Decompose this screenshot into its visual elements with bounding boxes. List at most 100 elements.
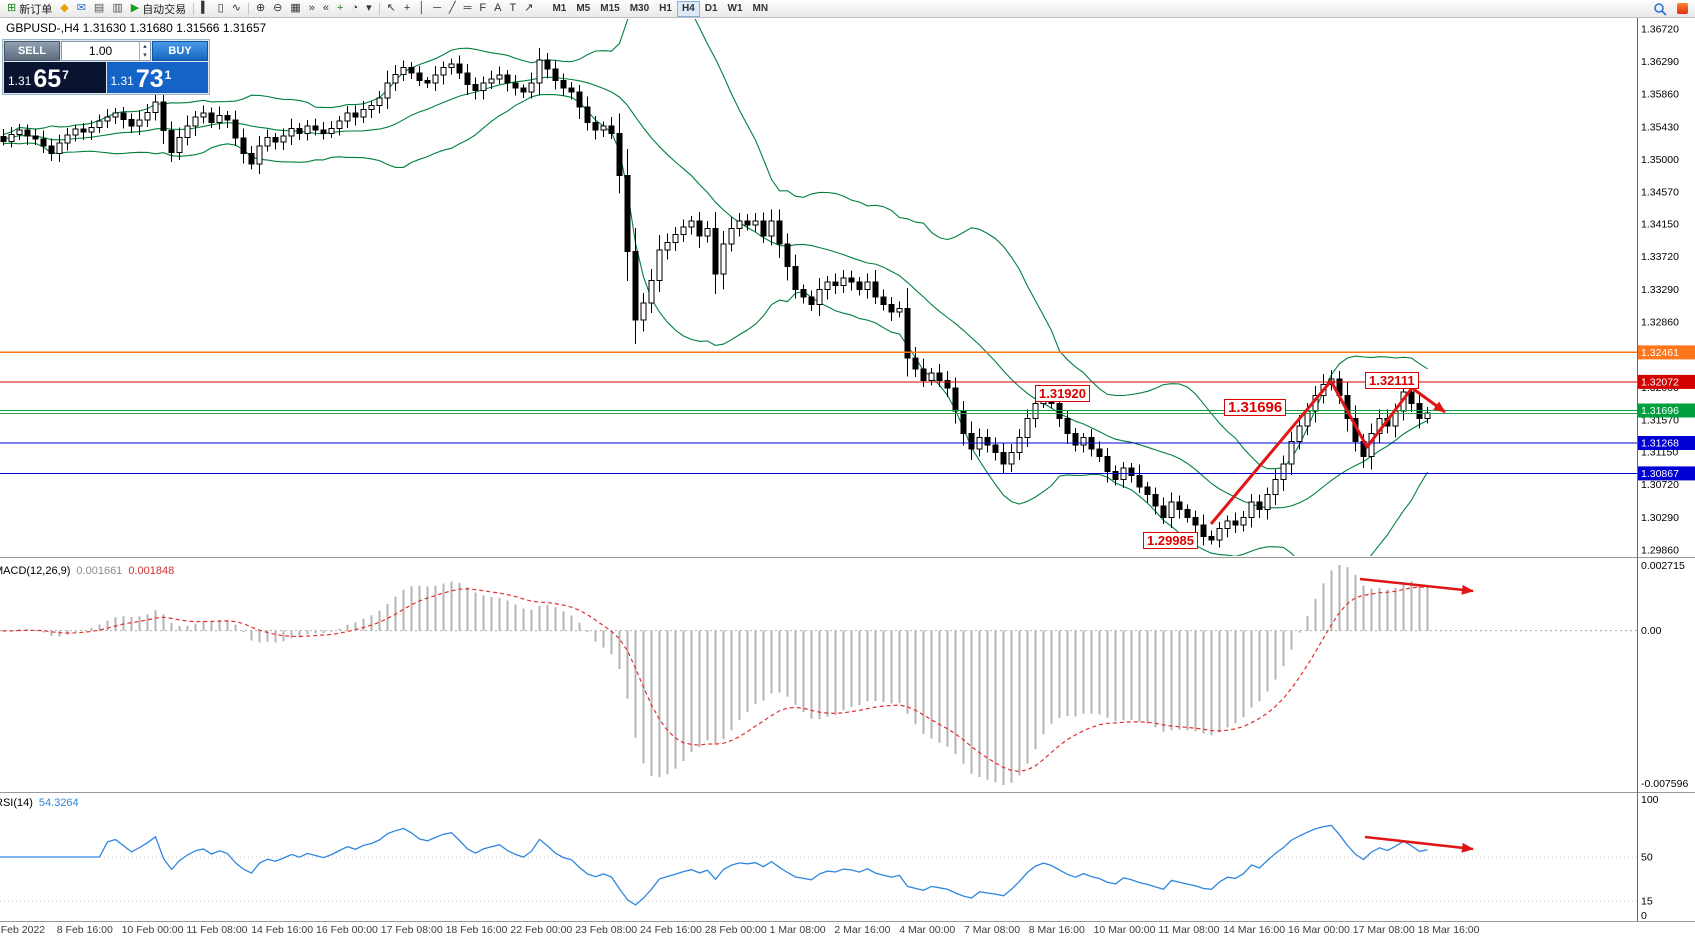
ask-price-display[interactable]: 1.31 73 1: [106, 62, 208, 93]
arrows-icon[interactable]: ↗: [520, 1, 537, 17]
candle-body: [16, 129, 23, 136]
macd-axis-label: 0.002715: [1641, 560, 1685, 572]
bar-chart-icon[interactable]: ▍: [197, 1, 213, 17]
candle-body: [880, 296, 887, 306]
price-axis-label: 1.35000: [1641, 154, 1679, 166]
time-axis-label[interactable]: 14 Mar 16:00: [1223, 924, 1285, 936]
text-icon[interactable]: A: [490, 1, 505, 17]
time-axis-label[interactable]: 11 Feb 08:00: [186, 924, 247, 936]
time-axis-label[interactable]: 28 Feb 00:00: [705, 924, 767, 936]
candle-body: [448, 63, 455, 69]
indicators-icon-glyph: +: [337, 2, 344, 14]
candle-body: [608, 125, 615, 135]
trade-panel-price-row: 1.31 65 7 1.31 73 1: [4, 62, 208, 93]
time-axis-label[interactable]: 11 Mar 08:00: [1158, 924, 1219, 936]
time-axis-label[interactable]: 8 Feb 16:00: [57, 924, 113, 936]
time-axis-label[interactable]: 8 Mar 16:00: [1029, 924, 1085, 936]
notifications-button[interactable]: [1673, 1, 1692, 17]
time-axis-label[interactable]: 16 Feb 00:00: [316, 924, 378, 936]
timeframe-h1[interactable]: H1: [654, 1, 677, 17]
horizontal-line-icon[interactable]: ─: [429, 1, 445, 17]
volume-value[interactable]: 1.00: [88, 44, 113, 58]
time-axis-label[interactable]: 1 Mar 08:00: [770, 924, 826, 936]
time-axis-label[interactable]: 10 Feb 00:00: [122, 924, 184, 936]
timeframe-d1[interactable]: D1: [700, 1, 723, 17]
buy-button[interactable]: BUY: [152, 41, 208, 61]
time-axis-label[interactable]: 18 Mar 16:00: [1418, 924, 1480, 936]
macd-trend-arrow[interactable]: [1359, 577, 1474, 595]
time-axis-label[interactable]: 22 Feb 00:00: [510, 924, 572, 936]
tile-windows-icon[interactable]: ▦: [286, 1, 304, 17]
time-axis-label[interactable]: 7 Mar 08:00: [964, 924, 1020, 936]
zoom-in-icon[interactable]: ⊕: [252, 1, 269, 17]
auto-scroll-icon[interactable]: »: [305, 1, 319, 17]
price-axis-tag-label: 1.31268: [1641, 438, 1679, 450]
candle-body: [1264, 494, 1271, 511]
label-icon[interactable]: T: [505, 1, 520, 17]
notification-icon: [1677, 3, 1688, 14]
bollinger-lower: [3, 93, 1428, 556]
chat-icon[interactable]: ✉: [73, 1, 90, 17]
autotrade-button[interactable]: ▶ 自动交易: [127, 1, 190, 17]
time-axis-label[interactable]: 24 Feb 16:00: [640, 924, 702, 936]
chart-canvas[interactable]: 1.36720 1.36290 1.35860 1.35430 1.35000 1.345…: [0, 18, 1695, 941]
toolbar-left-group: ⊞ 新订单 ◆ ✉ ▤ ▥ ▶ 自动交易 ▍ ▯ ∿ ⊕ ⊖ ▦ » « + ◔ ▾ ↖ + │ ─ ╱ ═ F A T ↗: [3, 1, 537, 17]
time-axis-label[interactable]: 2 Mar 16:00: [834, 924, 890, 936]
timeframe-m1[interactable]: M1: [547, 1, 571, 17]
vertical-line-icon[interactable]: │: [414, 1, 429, 17]
time-axis-label[interactable]: 17 Mar 08:00: [1353, 924, 1415, 936]
timeframe-mn[interactable]: MN: [748, 1, 774, 17]
price-callout[interactable]: 1.31696: [1224, 399, 1287, 416]
timeframe-m15[interactable]: M15: [595, 1, 624, 17]
chart-shift-icon[interactable]: «: [319, 1, 333, 17]
time-axis-label[interactable]: 23 Feb 08:00: [575, 924, 637, 936]
volume-input[interactable]: 1.00 ▴ ▾: [61, 41, 151, 61]
volume-up-icon[interactable]: ▴: [143, 43, 147, 50]
crosshair-icon[interactable]: +: [400, 1, 414, 17]
price-callout[interactable]: 1.29985: [1143, 532, 1198, 549]
timeframe-m5[interactable]: M5: [571, 1, 595, 17]
cursor-icon[interactable]: ↖: [383, 1, 400, 17]
candlestick-chart-icon[interactable]: ▯: [214, 1, 228, 17]
trendline-icon[interactable]: ╱: [445, 1, 460, 17]
timeframe-w1[interactable]: W1: [723, 1, 748, 17]
fibonacci-icon[interactable]: F: [475, 1, 490, 17]
candle-body: [1192, 516, 1199, 526]
candle-body: [1024, 418, 1031, 438]
navigator-icon[interactable]: ▥: [108, 1, 126, 17]
candle-body: [328, 127, 335, 135]
time-axis-label[interactable]: 18 Feb 16:00: [446, 924, 508, 936]
time-axis-label[interactable]: 10 Mar 00:00: [1094, 924, 1156, 936]
timeframe-h4[interactable]: H4: [676, 0, 700, 17]
price-axis-tag-label: 1.32072: [1641, 376, 1679, 388]
zoom-out-icon[interactable]: ⊖: [269, 1, 286, 17]
time-axis-label[interactable]: 16 Mar 00:00: [1288, 924, 1350, 936]
templates-icon[interactable]: ▾: [362, 1, 376, 17]
bid-price-display[interactable]: 1.31 65 7: [4, 62, 106, 93]
new-order-button[interactable]: ⊞ 新订单: [3, 1, 56, 17]
channel-icon[interactable]: ═: [460, 1, 476, 17]
volume-down-icon[interactable]: ▾: [143, 52, 147, 59]
market-watch-icon[interactable]: ▤: [90, 1, 108, 17]
candle-body: [296, 127, 303, 135]
indicators-icon[interactable]: +: [333, 1, 347, 17]
chat-icon-glyph: ✉: [76, 2, 86, 14]
rsi-trend-arrow[interactable]: [1364, 835, 1474, 853]
time-axis-label[interactable]: 4 Mar 00:00: [899, 924, 955, 936]
candle-body: [224, 115, 231, 121]
time-axis-label[interactable]: 17 Feb 08:00: [381, 924, 443, 936]
time-axis-label[interactable]: 14 Feb 16:00: [251, 924, 313, 936]
price-callout[interactable]: 1.32111: [1365, 372, 1419, 389]
timeframe-m30[interactable]: M30: [625, 1, 654, 17]
search-button[interactable]: [1649, 1, 1671, 17]
mql-community-icon[interactable]: ◆: [56, 1, 72, 17]
line-chart-icon[interactable]: ∿: [228, 1, 245, 17]
candle-body: [8, 134, 15, 142]
sell-button[interactable]: SELL: [4, 41, 60, 61]
candle-body: [368, 105, 375, 110]
trend-zigzag-arrow[interactable]: [1209, 379, 1446, 525]
periods-icon[interactable]: ◔: [347, 1, 362, 17]
price-callout[interactable]: 1.31920: [1035, 385, 1090, 402]
candle-body: [1080, 437, 1087, 446]
time-axis-label[interactable]: 7 Feb 2022: [0, 924, 45, 936]
